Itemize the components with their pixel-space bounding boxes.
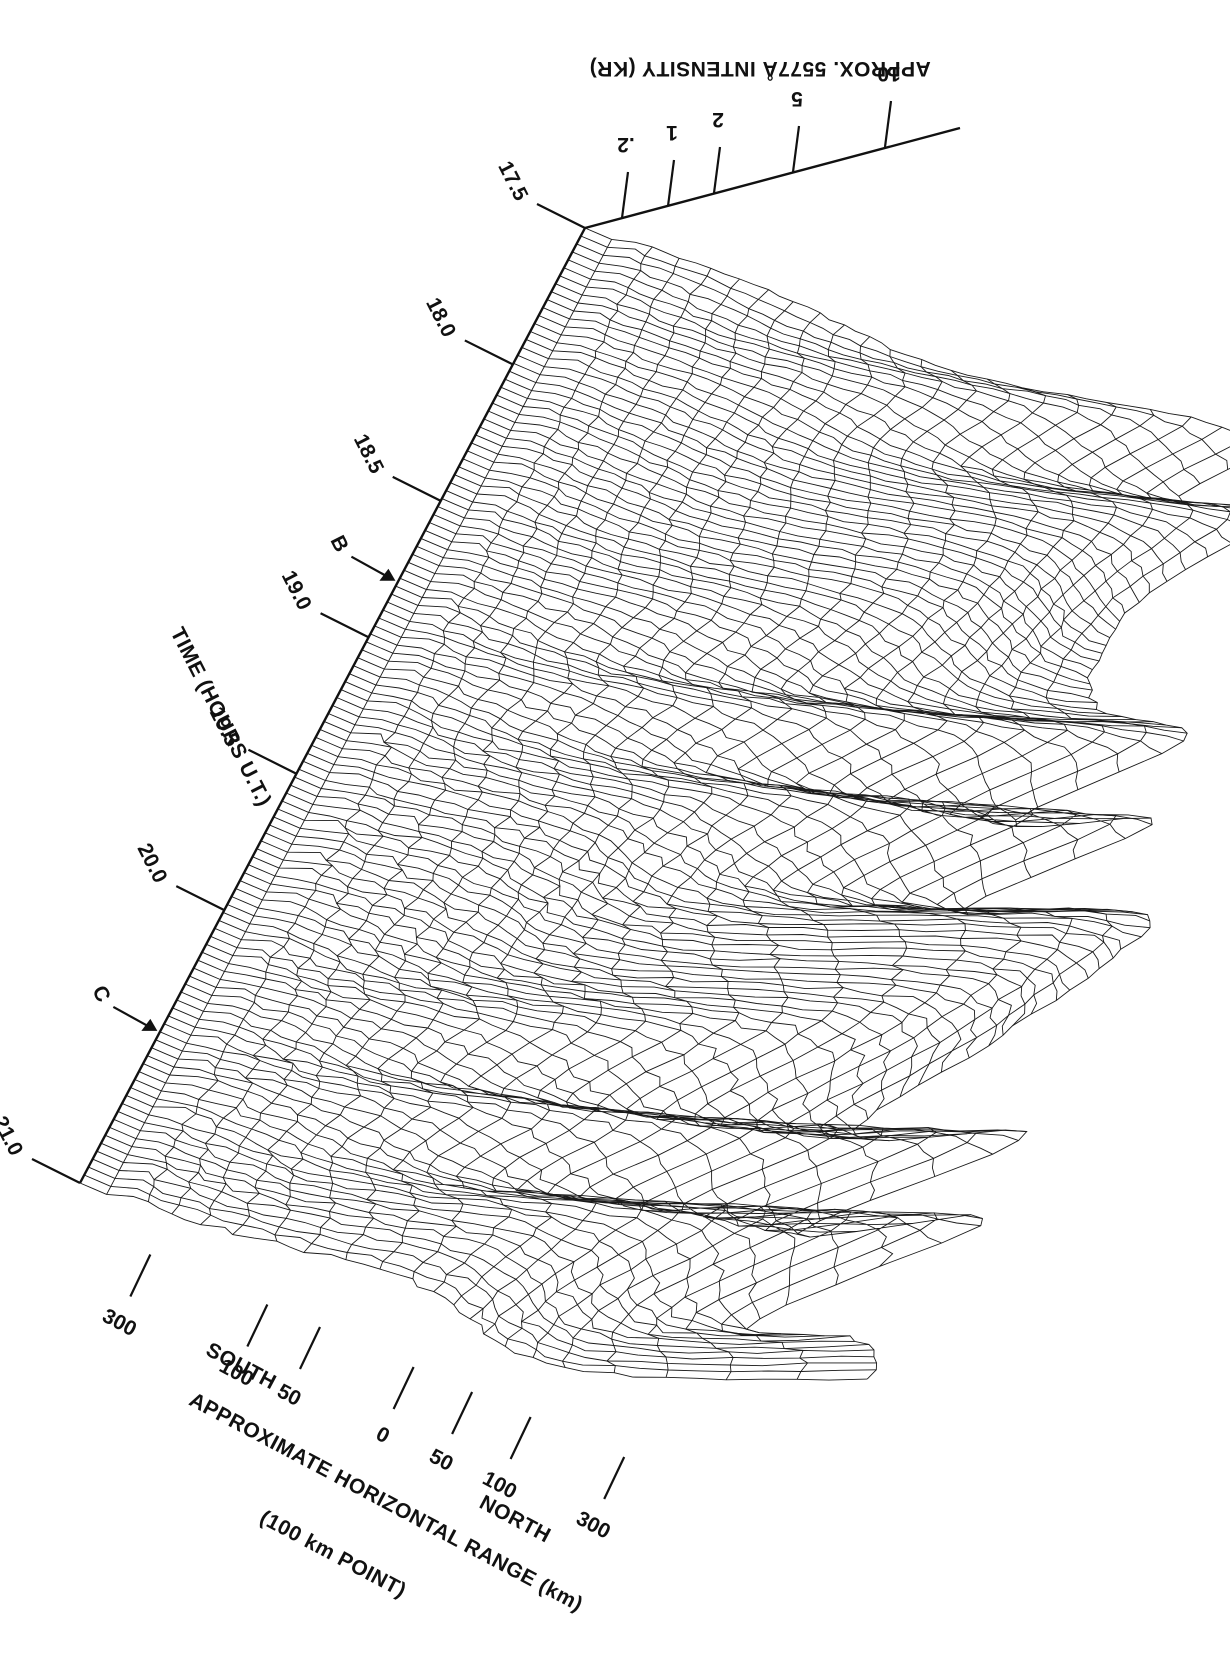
range-tick-label: 300 [99, 1304, 141, 1341]
time-tick [392, 475, 442, 502]
intensity-tick-label: 5 [791, 87, 803, 110]
intensity-tick-label: .2 [617, 133, 635, 156]
time-tick [536, 203, 586, 229]
time-tick-label: 20.0 [133, 840, 172, 887]
range-tick [603, 1456, 626, 1500]
time-tick-label: 18.5 [349, 430, 388, 477]
range-tick-label: 50 [273, 1380, 304, 1411]
range-tick [509, 1416, 532, 1460]
range-tick [299, 1326, 321, 1370]
time-tick-label: 21.0 [0, 1113, 27, 1160]
time-axis-title: TIME (HOURS U.T.) [166, 624, 276, 810]
intensity-tick-label: 2 [712, 108, 724, 131]
range-tick-label: 300 [572, 1507, 614, 1544]
time-tick [247, 748, 297, 775]
time-tick [464, 339, 514, 366]
time-axis-line [78, 227, 587, 1184]
intensity-tick-label: 10 [877, 62, 900, 85]
marker-label: C [87, 982, 114, 1006]
north-label: NORTH [476, 1491, 555, 1548]
time-tick [175, 885, 225, 912]
time-tick [31, 1158, 81, 1184]
intensity-tick [712, 146, 722, 194]
range-axis-sublabel: (100 km POINT) [256, 1506, 410, 1602]
range-tick [246, 1304, 269, 1347]
marker-arrow [112, 1005, 152, 1029]
intensity-tick [883, 100, 893, 148]
intensity-axis-title: APPROX. 5577Å INTENSITY (KR) [589, 57, 931, 81]
intensity-axis-line [584, 126, 961, 230]
marker-arrowhead [379, 568, 396, 581]
range-tick [451, 1391, 474, 1435]
range-tick-label: 50 [425, 1445, 456, 1476]
marker-arrow [350, 555, 390, 579]
intensity-tick-label: 1 [666, 121, 678, 144]
time-tick-label: 19.0 [277, 567, 316, 614]
intensity-tick [666, 159, 676, 207]
marker-arrowhead [141, 1018, 158, 1031]
range-tick [129, 1254, 152, 1297]
time-tick [320, 612, 370, 639]
time-tick-label: 17.5 [493, 158, 532, 205]
time-tick-label: 18.0 [421, 294, 460, 341]
range-tick-label: 0 [372, 1422, 393, 1448]
range-tick [392, 1366, 415, 1410]
intensity-axis: .2 1 2 5 10 APPROX. 5577Å INTENSITY (KR) [584, 57, 961, 230]
time-axis: 17.518.018.519.019.520.021.0 TIME (HOURS… [0, 158, 587, 1184]
intensity-tick [620, 171, 630, 219]
intensity-tick [791, 125, 801, 173]
marker-label: B [326, 532, 353, 556]
